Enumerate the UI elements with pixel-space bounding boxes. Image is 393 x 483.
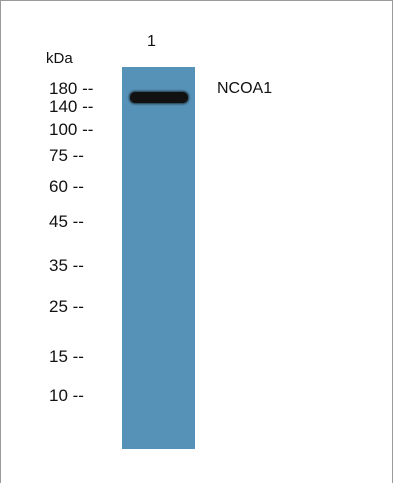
lane-number-label: 1 xyxy=(147,33,156,50)
marker-label-100: 100 -- xyxy=(49,120,94,139)
marker-label-180: 180 -- xyxy=(49,79,94,98)
band-label: NCOA1 xyxy=(217,80,273,97)
protein-band xyxy=(130,92,188,103)
marker-label-10: 10 -- xyxy=(49,386,84,405)
marker-label-25: 25 -- xyxy=(49,297,84,316)
marker-label-45: 45 -- xyxy=(49,212,84,231)
marker-label-60: 60 -- xyxy=(49,177,84,196)
marker-label-15: 15 -- xyxy=(49,347,84,366)
marker-label-35: 35 -- xyxy=(49,256,84,275)
molecular-weight-unit-label: kDa xyxy=(46,50,73,67)
marker-label-140: 140 -- xyxy=(49,97,94,116)
gel-lane xyxy=(122,67,195,449)
marker-label-75: 75 -- xyxy=(49,146,84,165)
